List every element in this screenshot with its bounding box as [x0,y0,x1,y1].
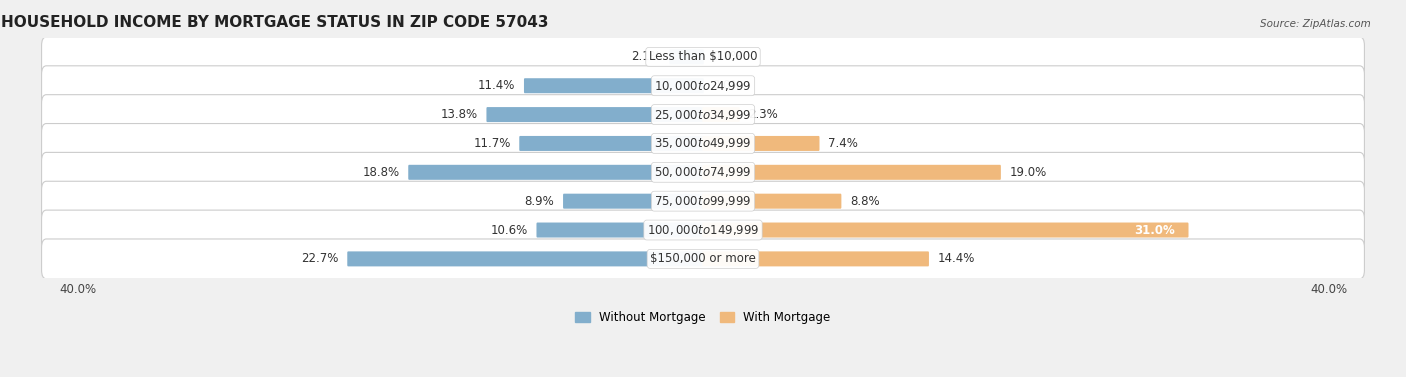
FancyBboxPatch shape [702,165,1001,180]
FancyBboxPatch shape [347,251,704,267]
FancyBboxPatch shape [42,37,1364,77]
Text: 19.0%: 19.0% [1010,166,1046,179]
FancyBboxPatch shape [42,124,1364,163]
FancyBboxPatch shape [537,222,704,238]
Text: 22.7%: 22.7% [301,252,339,265]
FancyBboxPatch shape [42,152,1364,192]
Text: 7.4%: 7.4% [828,137,858,150]
Text: 8.8%: 8.8% [851,195,880,208]
Text: 14.4%: 14.4% [938,252,974,265]
FancyBboxPatch shape [669,49,704,64]
Text: 8.9%: 8.9% [524,195,554,208]
Text: 18.8%: 18.8% [363,166,399,179]
FancyBboxPatch shape [702,136,820,151]
Text: 0.0%: 0.0% [713,51,742,63]
Text: HOUSEHOLD INCOME BY MORTGAGE STATUS IN ZIP CODE 57043: HOUSEHOLD INCOME BY MORTGAGE STATUS IN Z… [1,15,548,30]
Text: 11.4%: 11.4% [478,79,516,92]
Text: $10,000 to $24,999: $10,000 to $24,999 [654,79,752,93]
FancyBboxPatch shape [42,66,1364,106]
FancyBboxPatch shape [702,251,929,267]
Text: $50,000 to $74,999: $50,000 to $74,999 [654,165,752,179]
Text: Source: ZipAtlas.com: Source: ZipAtlas.com [1260,19,1371,29]
Text: 0.0%: 0.0% [713,79,742,92]
Text: 10.6%: 10.6% [491,224,527,236]
Legend: Without Mortgage, With Mortgage: Without Mortgage, With Mortgage [575,311,831,325]
Text: $100,000 to $149,999: $100,000 to $149,999 [647,223,759,237]
FancyBboxPatch shape [408,165,704,180]
FancyBboxPatch shape [702,107,740,122]
Text: $150,000 or more: $150,000 or more [650,252,756,265]
FancyBboxPatch shape [486,107,704,122]
FancyBboxPatch shape [519,136,704,151]
Text: 31.0%: 31.0% [1135,224,1175,236]
FancyBboxPatch shape [702,194,841,209]
FancyBboxPatch shape [702,222,1188,238]
Text: 2.3%: 2.3% [748,108,778,121]
Text: $25,000 to $34,999: $25,000 to $34,999 [654,107,752,122]
Text: $35,000 to $49,999: $35,000 to $49,999 [654,136,752,150]
Text: Less than $10,000: Less than $10,000 [648,51,758,63]
FancyBboxPatch shape [42,210,1364,250]
Text: 11.7%: 11.7% [474,137,510,150]
FancyBboxPatch shape [42,181,1364,221]
FancyBboxPatch shape [42,239,1364,279]
Text: $75,000 to $99,999: $75,000 to $99,999 [654,194,752,208]
Text: 2.1%: 2.1% [631,51,661,63]
FancyBboxPatch shape [524,78,704,93]
Text: 13.8%: 13.8% [440,108,478,121]
FancyBboxPatch shape [562,194,704,209]
FancyBboxPatch shape [42,95,1364,135]
